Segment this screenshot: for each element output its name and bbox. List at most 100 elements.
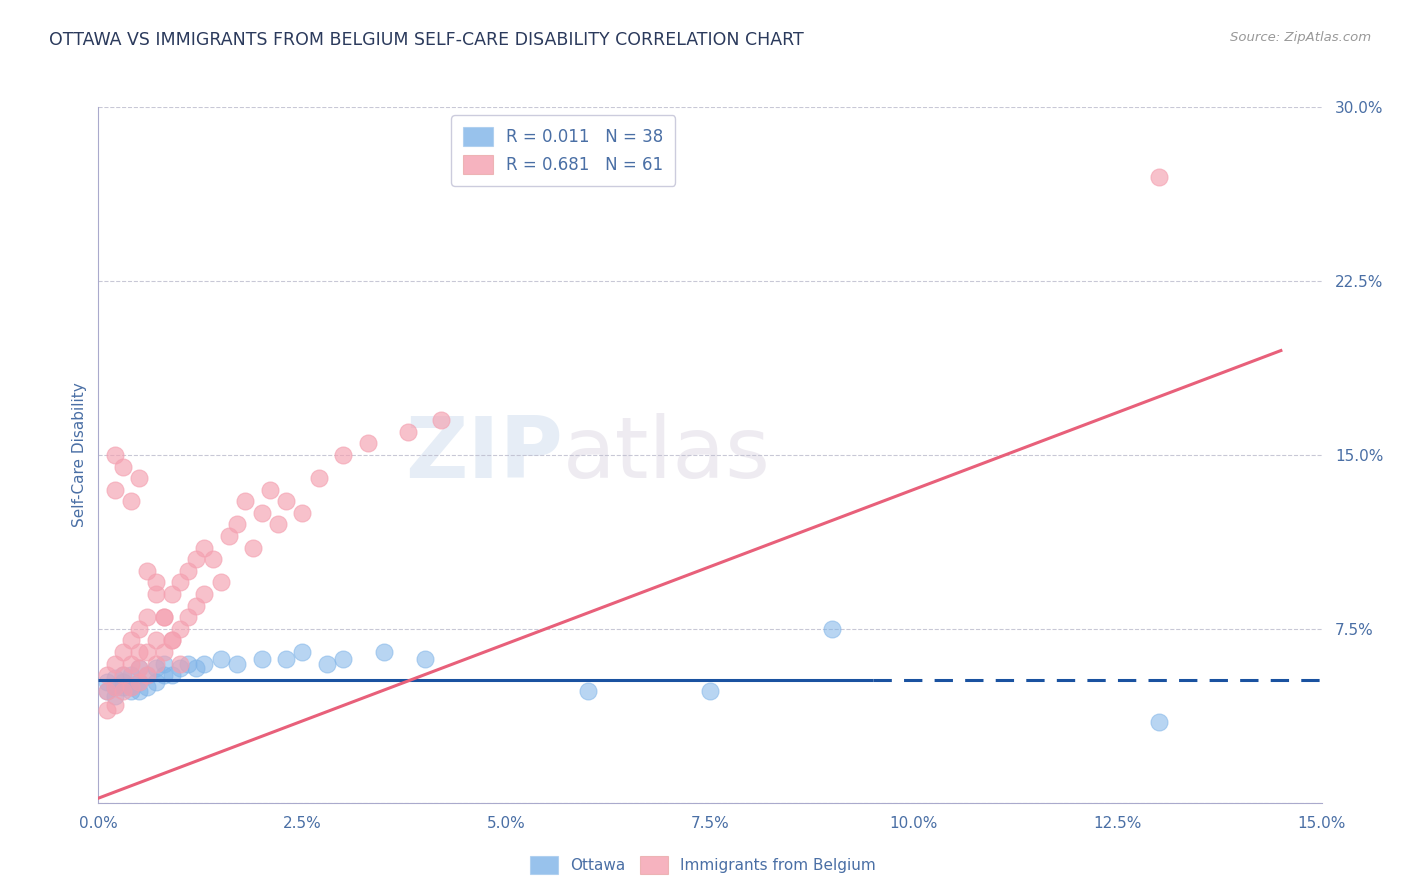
Point xyxy=(111,668,134,682)
Point xyxy=(145,675,167,690)
Point xyxy=(186,599,208,613)
Point xyxy=(152,657,174,671)
Point xyxy=(274,494,297,508)
Point xyxy=(128,471,150,485)
Legend: Ottawa, Immigrants from Belgium: Ottawa, Immigrants from Belgium xyxy=(524,850,882,880)
Point xyxy=(128,684,150,698)
Point xyxy=(136,610,159,624)
Point xyxy=(152,668,174,682)
Point xyxy=(128,645,150,659)
Y-axis label: Self-Care Disability: Self-Care Disability xyxy=(72,383,87,527)
Point xyxy=(145,575,167,590)
Point xyxy=(177,657,200,671)
Point xyxy=(226,517,249,532)
Point xyxy=(332,448,354,462)
Text: OTTAWA VS IMMIGRANTS FROM BELGIUM SELF-CARE DISABILITY CORRELATION CHART: OTTAWA VS IMMIGRANTS FROM BELGIUM SELF-C… xyxy=(49,31,804,49)
Point xyxy=(242,541,264,555)
Point xyxy=(120,494,142,508)
Point xyxy=(332,652,354,666)
Text: atlas: atlas xyxy=(564,413,772,497)
Point xyxy=(128,675,150,690)
Point xyxy=(193,587,215,601)
Point xyxy=(120,668,142,682)
Point xyxy=(576,684,599,698)
Point xyxy=(1147,714,1170,729)
Point xyxy=(821,622,844,636)
Point xyxy=(104,483,127,497)
Point xyxy=(136,645,159,659)
Point xyxy=(177,564,200,578)
Point xyxy=(104,698,127,713)
Point xyxy=(136,668,159,682)
Point xyxy=(193,541,215,555)
Point xyxy=(209,652,232,666)
Point xyxy=(218,529,240,543)
Point xyxy=(104,448,127,462)
Point xyxy=(1147,169,1170,184)
Point xyxy=(308,471,330,485)
Point xyxy=(291,506,314,520)
Point xyxy=(128,661,150,675)
Point xyxy=(169,622,191,636)
Point xyxy=(128,661,150,675)
Point xyxy=(104,689,127,703)
Point xyxy=(96,675,118,690)
Point xyxy=(136,564,159,578)
Point xyxy=(186,661,208,675)
Point xyxy=(373,645,395,659)
Point xyxy=(226,657,249,671)
Point xyxy=(267,517,290,532)
Point xyxy=(120,633,142,648)
Point xyxy=(136,668,159,682)
Point xyxy=(396,425,419,439)
Point xyxy=(111,668,134,682)
Point xyxy=(291,645,314,659)
Point xyxy=(104,680,127,694)
Point xyxy=(96,703,118,717)
Point xyxy=(274,652,297,666)
Point xyxy=(160,668,183,682)
Point xyxy=(120,684,142,698)
Text: ZIP: ZIP xyxy=(405,413,564,497)
Point xyxy=(259,483,281,497)
Point xyxy=(152,645,174,659)
Point xyxy=(128,622,150,636)
Point xyxy=(177,610,200,624)
Point xyxy=(104,657,127,671)
Point xyxy=(120,680,142,694)
Point xyxy=(356,436,378,450)
Point xyxy=(111,645,134,659)
Point xyxy=(250,506,273,520)
Point xyxy=(152,610,174,624)
Point xyxy=(96,668,118,682)
Point xyxy=(169,575,191,590)
Point xyxy=(315,657,337,671)
Point xyxy=(201,552,224,566)
Point xyxy=(160,633,183,648)
Point xyxy=(413,652,436,666)
Text: Source: ZipAtlas.com: Source: ZipAtlas.com xyxy=(1230,31,1371,45)
Point xyxy=(209,575,232,590)
Point xyxy=(169,657,191,671)
Point xyxy=(186,552,208,566)
Point xyxy=(169,661,191,675)
Point xyxy=(145,587,167,601)
Point xyxy=(160,587,183,601)
Point xyxy=(145,661,167,675)
Point xyxy=(96,684,118,698)
Point xyxy=(111,680,134,694)
Point xyxy=(145,633,167,648)
Point xyxy=(233,494,256,508)
Legend: R = 0.011   N = 38, R = 0.681   N = 61: R = 0.011 N = 38, R = 0.681 N = 61 xyxy=(451,115,675,186)
Point xyxy=(111,675,134,690)
Point xyxy=(104,680,127,694)
Point xyxy=(145,657,167,671)
Point xyxy=(160,633,183,648)
Point xyxy=(111,684,134,698)
Point xyxy=(96,684,118,698)
Point xyxy=(136,680,159,694)
Point xyxy=(111,459,134,474)
Point xyxy=(699,684,721,698)
Point xyxy=(250,652,273,666)
Point xyxy=(152,610,174,624)
